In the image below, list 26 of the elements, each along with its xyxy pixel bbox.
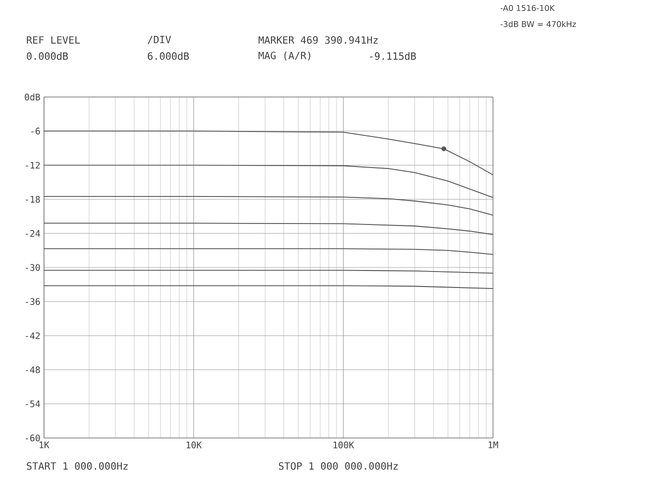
y-tick-label: -60 <box>26 434 40 442</box>
y-tick-label: -36 <box>26 298 40 305</box>
x-tick-label: 10K <box>186 442 202 448</box>
x-tick-label: 1M <box>488 442 498 448</box>
text: START 1 000.000Hz <box>26 462 128 470</box>
text: MARKER 469 390.941Hz <box>258 36 378 44</box>
y-tick-label: -18 <box>26 196 40 203</box>
x-tick-label: 100K <box>334 442 354 448</box>
text: 6.000dB <box>148 52 189 60</box>
text: -9.115dB <box>370 52 416 60</box>
text: -3dB BW = 470kHz <box>500 20 576 28</box>
y-tick-label: -12 <box>26 162 40 169</box>
text: REF LEVEL <box>26 36 80 44</box>
y-tick-label: -24 <box>26 230 40 237</box>
y-tick-label: -30 <box>26 264 40 271</box>
text: /DIV <box>148 36 172 44</box>
y-tick-label: -6 <box>31 128 40 134</box>
text: STOP 1 000 000.000Hz <box>278 462 398 470</box>
text: MAG (A/R) <box>258 52 310 60</box>
y-tick-label: 0dB <box>24 94 40 100</box>
y-tick-label: -42 <box>26 332 40 340</box>
text: -A0 1516-10K <box>500 4 555 12</box>
y-tick-label: -48 <box>26 366 40 374</box>
y-tick-label: -54 <box>26 400 40 408</box>
text: 0.000dB <box>26 52 68 60</box>
x-tick-label: 1K <box>40 442 50 448</box>
